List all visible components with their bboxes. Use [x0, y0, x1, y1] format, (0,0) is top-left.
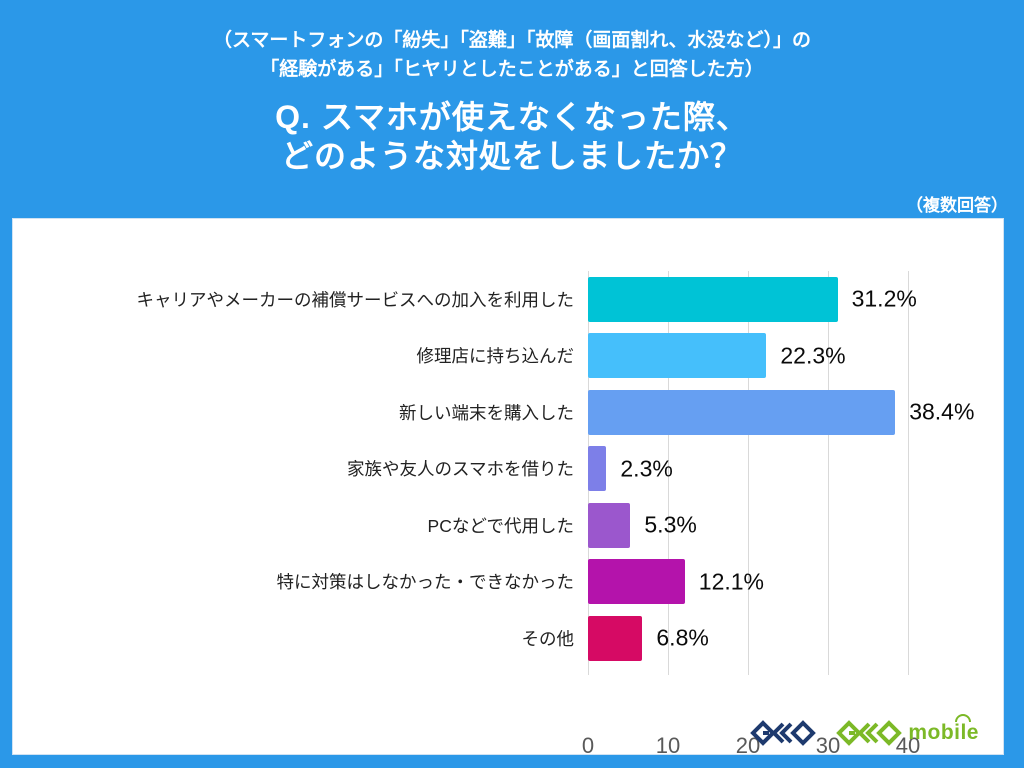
- bar-track: 22.3%: [588, 333, 988, 379]
- x-tick-label: 10: [655, 733, 681, 758]
- bar: [588, 276, 838, 322]
- category-label: その他: [521, 628, 575, 649]
- bar: [588, 446, 607, 492]
- x-tick-label: 40: [895, 733, 921, 758]
- value-label: 2.3%: [620, 455, 673, 482]
- wifi-icon: [955, 714, 971, 722]
- category-label: キャリアやメーカーの補償サービスへの加入を利用した: [136, 289, 575, 310]
- bar: [588, 559, 685, 605]
- bar-track: 6.8%: [588, 615, 988, 661]
- bar-chart: キャリアやメーカーの補償サービスへの加入を利用した 31.2% 修理店に持ち込んだ 2…: [13, 271, 1003, 758]
- value-label: 5.3%: [644, 511, 697, 538]
- bar: [588, 615, 643, 661]
- geo-logo-icon: [750, 720, 817, 746]
- grid-line: [668, 271, 669, 675]
- x-tick-label: 0: [581, 733, 595, 758]
- category-label: 特に対策はしなかった・できなかった: [276, 572, 575, 593]
- value-label: 12.1%: [698, 568, 765, 595]
- survey-caption-line2: 「経験がある」「ヒヤリとしたことがある」と回答した方）: [260, 59, 764, 80]
- survey-caption: （スマートフォンの「紛失」「盗難」「故障（画面割れ、水没など）」の 「経験がある…: [0, 26, 1024, 84]
- bar-row: キャリアやメーカーの補償サービスへの加入を利用した 31.2%: [13, 271, 1003, 328]
- bar-track: 31.2%: [588, 276, 988, 322]
- x-tick-label: 30: [815, 733, 841, 758]
- bar-row: 修理店に持ち込んだ 22.3%: [13, 328, 1003, 385]
- grid-line: [748, 271, 749, 675]
- bar-row: PCなどで代用した 5.3%: [13, 497, 1003, 554]
- survey-caption-line1: （スマートフォンの「紛失」「盗難」「故障（画面割れ、水没など）」の: [212, 30, 812, 51]
- geo-mobile-logo: mobile: [836, 714, 979, 746]
- x-axis-ticks: 0 10 20 30 40: [582, 733, 988, 759]
- geo-mobile-logo-icon: [836, 720, 903, 746]
- multiple-answer-note: （複数回答）: [906, 196, 1008, 215]
- header: （スマートフォンの「紛失」「盗難」「故障（画面割れ、水没など）」の 「経験がある…: [0, 0, 1024, 218]
- footer-logos: mobile: [750, 714, 979, 746]
- bar-row: 特に対策はしなかった・できなかった 12.1%: [13, 554, 1003, 611]
- bar-row: 家族や友人のスマホを借りた 2.3%: [13, 441, 1003, 498]
- question-title: Q. スマホが使えなくなった際、 どのような対処をしましたか？: [0, 98, 1024, 176]
- geo-logo: [750, 720, 817, 746]
- question-title-line1: Q. スマホが使えなくなった際、: [275, 99, 749, 135]
- bar-track: 38.4%: [588, 389, 988, 435]
- geo-mobile-logo-text: mobile: [908, 714, 979, 745]
- bar-row: 新しい端末を購入した 38.4%: [13, 384, 1003, 441]
- category-label: 修理店に持ち込んだ: [416, 346, 575, 367]
- bar-row: その他 6.8%: [13, 610, 1003, 667]
- chart-rows: キャリアやメーカーの補償サービスへの加入を利用した 31.2% 修理店に持ち込んだ 2…: [13, 271, 1003, 667]
- bar-track: 5.3%: [588, 502, 988, 548]
- chart-panel: キャリアやメーカーの補償サービスへの加入を利用した 31.2% 修理店に持ち込んだ 2…: [12, 218, 1004, 758]
- grid-line: [908, 271, 909, 675]
- bar: [588, 389, 896, 435]
- category-label: PCなどで代用した: [427, 515, 574, 536]
- value-label: 38.4%: [909, 398, 975, 425]
- value-label: 6.8%: [656, 624, 709, 651]
- category-label: 新しい端末を購入した: [399, 402, 574, 423]
- value-label: 31.2%: [851, 285, 917, 312]
- bar-track: 2.3%: [588, 446, 988, 492]
- question-title-line2: どのような対処をしましたか？: [280, 138, 743, 174]
- value-label: 22.3%: [780, 342, 846, 369]
- bar-track: 12.1%: [588, 559, 988, 605]
- bar: [588, 333, 767, 379]
- category-label: 家族や友人のスマホを借りた: [347, 459, 574, 480]
- grid-line: [828, 271, 829, 675]
- bar: [588, 502, 631, 548]
